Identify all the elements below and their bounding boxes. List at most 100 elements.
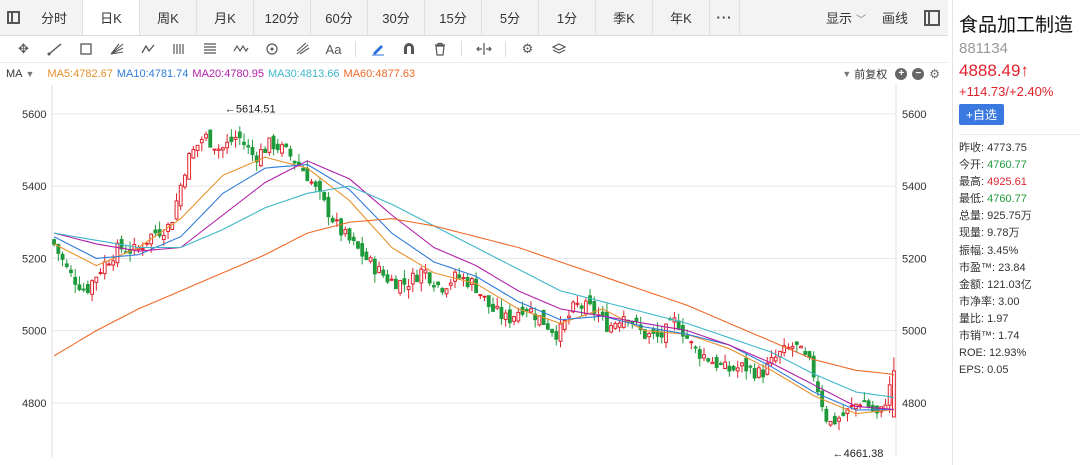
candle-body [98, 272, 103, 275]
tab-period[interactable]: 分时 [26, 0, 83, 35]
layers-icon[interactable] [543, 38, 574, 60]
candle-body [191, 149, 196, 159]
candle-body [659, 331, 664, 338]
zoom-in-icon[interactable]: + [895, 68, 908, 80]
add-watchlist-button[interactable]: +自选 [959, 104, 1005, 125]
candle-body [748, 365, 753, 368]
more-periods-button[interactable]: ··· [710, 0, 740, 35]
candle-body [280, 144, 284, 154]
settings-gear-icon[interactable]: ⚙ [521, 41, 534, 56]
candle-body [402, 278, 407, 285]
pitchfork-tool-icon[interactable] [287, 38, 318, 60]
cycle-tool-icon[interactable] [256, 38, 287, 60]
candle-body [702, 354, 706, 359]
candle-body [389, 278, 394, 281]
tab-period[interactable]: 1分 [539, 0, 596, 35]
draw-line-button[interactable]: 画线 [881, 11, 908, 26]
ma-line [53, 163, 894, 411]
tab-period[interactable]: 月K [197, 0, 254, 35]
left-panel-toggle-icon[interactable] [0, 0, 26, 35]
stat-value: 3.45% [987, 244, 1019, 257]
stat-label: 最高: [959, 176, 988, 189]
stat-label: 振幅: [959, 244, 988, 257]
candle-body [516, 311, 521, 322]
stock-code: 881134 [959, 40, 1008, 57]
trash-icon[interactable] [424, 38, 455, 60]
display-menu[interactable]: 显示 ﹀ [826, 8, 866, 27]
tab-period[interactable]: 15分 [425, 0, 482, 35]
candle-body [178, 184, 183, 207]
candlestick-chart[interactable]: 5600 5600 5400 5400 5200 5200 5000 5000 4800 4800… [0, 85, 948, 465]
tab-period[interactable]: 年K [653, 0, 710, 35]
adjust-controls: ▼ 前复权 + − ⚙ [839, 66, 948, 82]
tab-period[interactable]: 60分 [311, 0, 368, 35]
stock-info-panel: 食品加工制造 881134 4888.49↑ +114.73/+2.40% +自… [952, 0, 1080, 465]
candle-body [807, 351, 812, 358]
candle-body [427, 272, 432, 284]
candle-body [115, 242, 120, 264]
zoom-out-icon[interactable]: − [912, 68, 925, 80]
candle-body [60, 253, 65, 260]
candle-body [837, 417, 841, 422]
candle-body [575, 302, 580, 305]
tab-period[interactable]: 5分 [482, 0, 539, 35]
gann-lines-icon[interactable] [163, 38, 194, 60]
zigzag-tool-icon[interactable] [225, 38, 256, 60]
magnet-tool-icon[interactable] [393, 38, 424, 60]
candle-body [486, 295, 491, 308]
candle-body [237, 131, 242, 139]
candle-body [263, 148, 268, 154]
ma-value-label: MA5:4782.67 [47, 68, 113, 80]
rect-tool-icon[interactable] [70, 38, 101, 60]
candle-body [740, 362, 744, 367]
stat-value: 12.93% [988, 347, 1027, 360]
line-tool-icon[interactable] [39, 38, 70, 60]
tab-period[interactable]: 30分 [368, 0, 425, 35]
tab-period[interactable]: 日K [83, 0, 140, 35]
candle-body [56, 243, 61, 254]
candle-body [453, 271, 457, 282]
pen-tool-icon[interactable] [362, 38, 393, 60]
candle-body [727, 365, 732, 372]
crosshair-move-icon[interactable]: ✥ [18, 41, 29, 56]
fib-levels-icon[interactable] [194, 38, 225, 60]
y-tick-label-left: 5200 [22, 253, 46, 265]
stat-value: 23.84 [998, 261, 1026, 274]
candle-body [609, 325, 614, 333]
candle-body [858, 404, 863, 407]
candle-body [891, 370, 896, 418]
chevron-down-icon: ﹀ [855, 15, 866, 26]
tab-period[interactable]: 季K [596, 0, 653, 35]
stat-row: 现量: 9.78万 [959, 225, 1080, 242]
candle-body [225, 141, 230, 149]
tab-period[interactable]: 120分 [254, 0, 311, 35]
candle-body [866, 400, 871, 408]
wave-tool-icon[interactable] [132, 38, 163, 60]
candle-body [288, 148, 293, 157]
text-tool-icon[interactable]: Aa [325, 41, 342, 57]
candle-body [714, 356, 719, 368]
ma-indicator-label[interactable]: MA ▼ [6, 68, 37, 80]
y-tick-label-right: 5600 [902, 109, 926, 121]
candle-body [529, 308, 533, 313]
range-tool-icon[interactable] [468, 38, 499, 60]
fan-tool-icon[interactable] [101, 38, 132, 60]
candle-body [111, 260, 116, 266]
toolbar-divider [461, 41, 462, 57]
candle-body [693, 346, 698, 349]
candle-body [423, 269, 428, 274]
candle-body [313, 181, 318, 187]
forward-adjust-select[interactable]: 前复权 [854, 69, 888, 81]
candle-body [183, 174, 187, 188]
right-panel-toggle-icon[interactable] [924, 9, 940, 26]
tab-period[interactable]: 周K [140, 0, 197, 35]
candle-body [554, 331, 559, 340]
candle-body [271, 135, 276, 150]
candle-body [69, 269, 73, 274]
candle-body [461, 276, 466, 280]
y-tick-label-left: 5000 [22, 326, 46, 338]
candle-body [364, 251, 369, 261]
candle-body [64, 263, 69, 267]
chart-settings-icon[interactable]: ⚙ [929, 67, 940, 81]
